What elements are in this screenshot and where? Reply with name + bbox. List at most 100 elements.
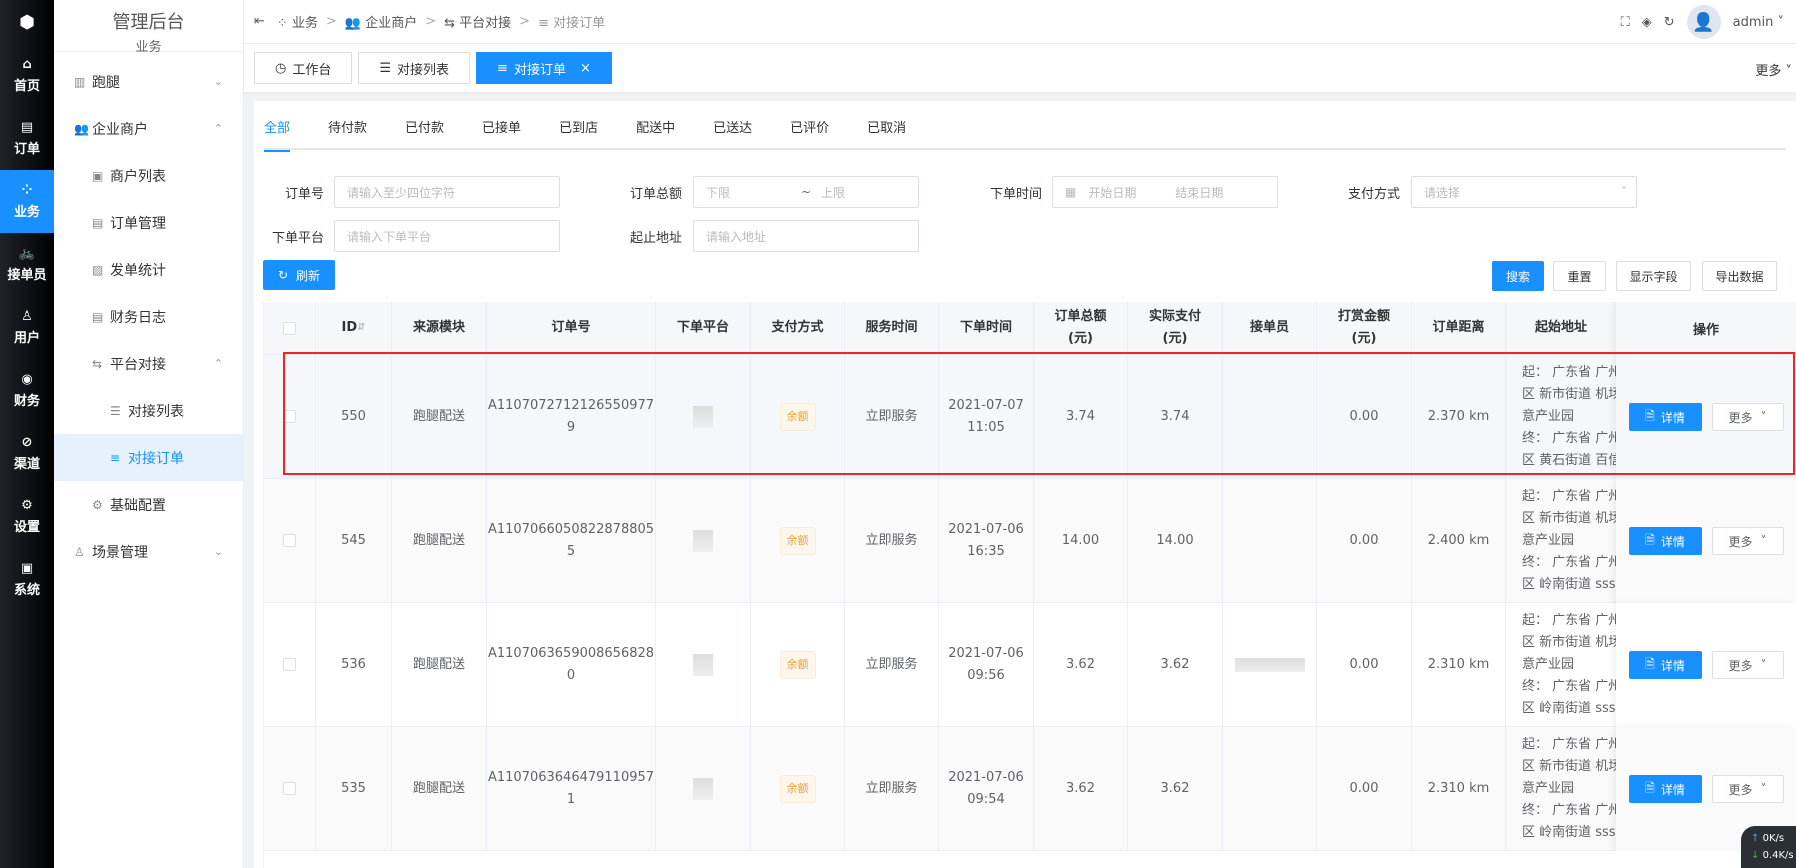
rail-item[interactable]: ▤ 订单 [0,107,54,170]
search-button[interactable]: 搜索 [1492,261,1544,291]
status-tab[interactable]: 已付款 [405,121,445,136]
sidebar-item[interactable]: ≡ 对接订单 [54,434,243,481]
table-row[interactable]: 550 跑腿配送 A1107072712126550977 9 余额 立即服务 2021-… [264,355,1796,479]
table-row[interactable]: 535 跑腿配送 A1107063646479110957 1 余额 立即服务 2021-… [264,727,1796,851]
status-tab[interactable]: 已取消 [867,121,907,136]
tab-docking-list[interactable]: ☰ 对接列表 [358,52,471,84]
date-range-input[interactable]: ▦ 开始日期 结束日期 [1052,176,1278,208]
tip-cell: 0.00 [1317,355,1412,478]
menu-icon: ▣ [92,168,104,183]
close-icon[interactable]: × [579,60,591,76]
address-cell: 起： 广东省 广州区 新市街道 机场 意产业园 终： 广东省 广州区 黄石街道 百信 [1506,355,1617,478]
more-dropdown-button[interactable]: 更多 ˅ [1711,775,1784,803]
chevron-icon: ⌃ [213,357,223,370]
rail-item[interactable]: ♙ 用户 [0,296,54,359]
collapse-icon[interactable]: ⇤ [254,14,265,29]
checkbox-cell[interactable] [264,355,316,478]
detail-button[interactable]: 🗎 详情 [1628,651,1702,679]
amount-max[interactable]: 上限 [821,185,846,200]
status-tab[interactable]: 已送达 [713,121,753,136]
address-line: 区 黄石街道 百信 [1522,452,1617,468]
rail-item[interactable]: ⊘ 渠道 [0,422,54,485]
status-tab[interactable]: 全部 [264,119,308,152]
tabs-more-dropdown[interactable]: 更多 ˅ [1755,64,1792,79]
fullscreen-icon[interactable]: ⛶ [1620,14,1630,30]
sidebar-item[interactable]: 👥 企业商户 ⌃ [54,105,243,152]
order-no-input[interactable]: 请输入至少四位字符 [334,176,560,208]
breadcrumb-item[interactable]: ⁘ 业务 [276,16,318,31]
breadcrumb-item: ≡ 对接订单 [538,16,606,31]
breadcrumb-item[interactable]: ⇆ 平台对接 [444,16,512,31]
header-checkbox-cell[interactable] [264,302,316,354]
order-no-cell: A1107072712126550977 9 [487,355,656,478]
sort-icon[interactable]: ⇵ [357,322,366,333]
show-fields-button[interactable]: 显示字段 [1616,261,1691,291]
distance-cell: 2.370 km [1412,355,1506,478]
status-tab[interactable]: 待付款 [328,121,368,136]
checkbox-cell[interactable] [264,603,316,726]
detail-button[interactable]: 🗎 详情 [1628,775,1702,803]
status-tab[interactable]: 已评价 [790,121,830,136]
document-icon: 🗎 [1645,780,1655,795]
more-dropdown-button[interactable]: 更多 ˅ [1711,651,1784,679]
status-tab[interactable]: 已接单 [482,121,522,136]
detail-button[interactable]: 🗎 详情 [1628,527,1702,555]
column-header: 实际支付 (元) [1128,302,1223,354]
refresh-icon[interactable]: ↻ [1663,14,1675,30]
column-header: 接单员 [1223,302,1317,354]
menu-icon: ⚙ [92,497,103,512]
amount-min[interactable]: 下限 [706,185,731,200]
row-checkbox[interactable] [283,534,296,547]
export-button[interactable]: 导出数据 [1702,261,1777,291]
table-row[interactable]: 545 跑腿配送 A1107066050822878805 5 余额 立即服务 2021-… [264,479,1796,603]
status-tab[interactable]: 配送中 [636,121,676,136]
breadcrumb-item[interactable]: 👥 企业商户 [344,16,418,31]
status-tab[interactable]: 已到店 [559,121,599,136]
rail-item[interactable]: ▣ 系统 [0,548,54,611]
sidebar-item[interactable]: ☰ 对接列表 [54,387,243,434]
tab-docking-orders[interactable]: ≡ 对接订单 × [476,52,612,84]
table-row[interactable]: 536 跑腿配送 A1107063659008656828 0 余额 立即服务 2021-… [264,603,1796,727]
avatar[interactable]: 👤 [1686,5,1721,39]
chevron-icon: ⌄ [213,75,223,88]
checkbox-cell[interactable] [264,479,316,602]
column-header[interactable]: ID ⇵ [316,302,392,354]
select-all-checkbox[interactable] [283,321,296,335]
refresh-button[interactable]: ↻ 刷新 [263,260,335,290]
menu-section: 业务 [54,36,243,55]
sidebar-item[interactable]: ▨ 发单统计 [54,246,243,293]
more-dropdown-button[interactable]: 更多 ˅ [1711,527,1784,555]
address-line: 终： 广东省 广州 [1522,678,1617,694]
sidebar-item[interactable]: ⚙ 基础配置 [54,481,243,528]
row-checkbox[interactable] [283,782,296,795]
menu-icon: ≡ [110,450,121,465]
sidebar-item[interactable]: ▤ 财务日志 [54,293,243,340]
sidebar-item[interactable]: ▤ 订单管理 [54,199,243,246]
channel-icon: ⊘ [21,435,33,450]
row-checkbox[interactable] [283,658,296,671]
chevron-down-icon: ˅ [1760,782,1767,796]
user-menu[interactable]: admin ˅ [1732,14,1784,30]
theme-icon[interactable]: ◈ [1641,14,1652,30]
blurred-platform [693,529,713,552]
reset-button[interactable]: 重置 [1553,261,1606,291]
row-checkbox[interactable] [283,410,296,423]
tab-workbench[interactable]: ◷ 工作台 [254,52,353,84]
sidebar-item[interactable]: ⇆ 平台对接 ⌃ [54,340,243,387]
rail-item[interactable]: ⚙ 设置 [0,485,54,548]
sidebar-item[interactable]: ♙ 场景管理 ⌄ [54,528,243,575]
rail-item[interactable]: 🚲 接单员 [0,233,54,296]
rail-item[interactable]: ⌂ 首页 [0,44,54,107]
detail-button[interactable]: 🗎 详情 [1628,403,1702,431]
address-input[interactable]: 请输入地址 [693,220,919,252]
sidebar-item[interactable]: ▥ 跑腿 ⌄ [54,58,243,105]
sidebar-item[interactable]: ▣ 商户列表 [54,152,243,199]
checkbox-cell[interactable] [264,727,316,850]
user-icon: ♙ [21,309,33,324]
rail-item[interactable]: ◉ 财务 [0,359,54,422]
rail-item[interactable]: ⁘ 业务 [0,170,54,233]
amount-range-input[interactable]: 下限 ~ 上限 [693,176,919,208]
platform-input[interactable]: 请输入下单平台 [334,220,560,252]
more-dropdown-button[interactable]: 更多 ˅ [1711,403,1784,431]
pay-method-select[interactable]: 请选择 ˅ [1411,176,1637,208]
